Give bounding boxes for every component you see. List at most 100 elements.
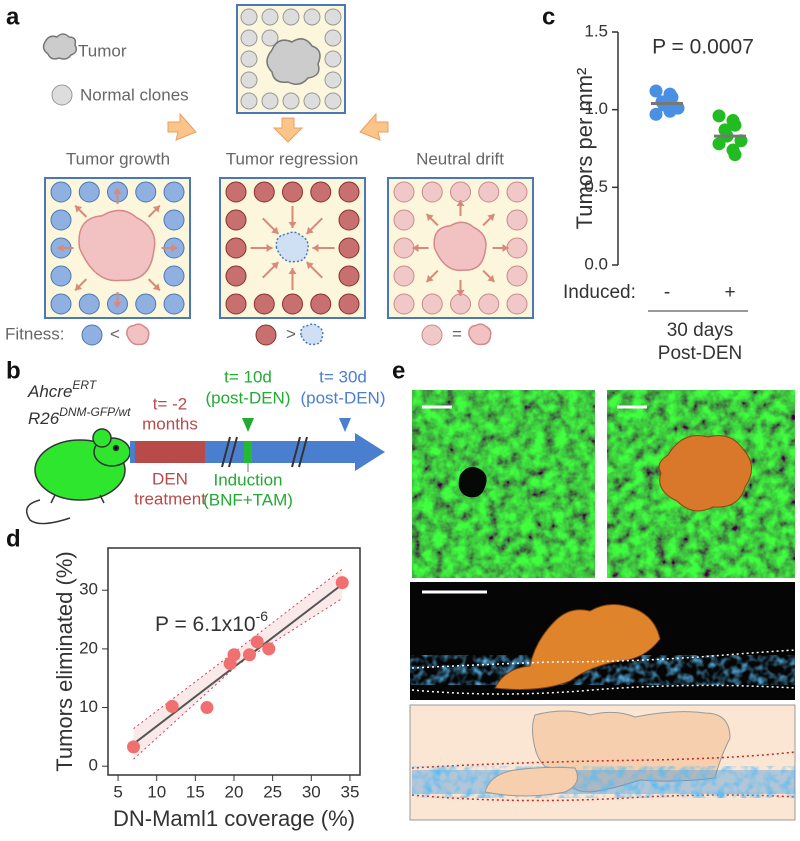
mouse bbox=[25, 428, 131, 525]
x-axis-label: 30 days bbox=[667, 320, 734, 341]
time-note: (post-DEN) bbox=[205, 388, 290, 407]
y-tick-label: 1.0 bbox=[584, 99, 608, 118]
clone bbox=[338, 181, 360, 203]
clone bbox=[225, 237, 247, 259]
annotation: P = 6.1x10-6 bbox=[155, 608, 268, 636]
clone bbox=[450, 181, 471, 203]
y-tick-label: 0 bbox=[89, 756, 98, 775]
point bbox=[712, 137, 726, 151]
scenario-title: Tumor growth bbox=[66, 149, 170, 168]
clone-icon bbox=[51, 84, 73, 106]
point bbox=[165, 699, 179, 713]
clone bbox=[240, 71, 258, 89]
arrow-head bbox=[171, 244, 178, 252]
point bbox=[712, 109, 726, 123]
arrow-head bbox=[456, 290, 465, 296]
y-tick-label: 0.0 bbox=[584, 254, 608, 273]
clone bbox=[135, 293, 157, 315]
y-tick-label: 0.5 bbox=[584, 177, 608, 196]
clone bbox=[421, 293, 443, 315]
point bbox=[227, 648, 241, 662]
gene: R26 bbox=[28, 409, 60, 428]
clone bbox=[50, 265, 72, 287]
x-tick-label: 5 bbox=[113, 782, 122, 801]
arrow-head bbox=[312, 244, 319, 252]
panel-a: Tumor Normal clones Tumor growth Tumor r… bbox=[5, 4, 534, 346]
x-tick-label: - bbox=[664, 282, 670, 303]
clone bbox=[324, 71, 342, 89]
tumor-base bbox=[484, 766, 578, 797]
clone bbox=[310, 293, 332, 315]
induction-mark bbox=[244, 441, 252, 463]
epithelium bbox=[412, 766, 795, 798]
arrow-head bbox=[288, 222, 297, 228]
step-label: Induction bbox=[214, 470, 283, 489]
tumor bbox=[266, 38, 321, 85]
clone bbox=[303, 92, 321, 110]
y-axis-label: Tumors eliminated (%) bbox=[52, 551, 77, 771]
clone bbox=[506, 181, 528, 203]
point bbox=[728, 118, 742, 132]
x-axis-label: Induced: bbox=[563, 282, 636, 303]
clone bbox=[225, 181, 247, 203]
clone bbox=[393, 181, 415, 203]
time: t= 10d bbox=[224, 367, 272, 386]
tumor bbox=[126, 323, 150, 346]
clone bbox=[450, 293, 471, 315]
point bbox=[649, 107, 663, 121]
annotation-text: P = 6.1x10 bbox=[155, 613, 256, 636]
arrow-head bbox=[487, 274, 495, 282]
clone bbox=[506, 293, 528, 315]
clone bbox=[338, 237, 360, 259]
arrows bbox=[167, 112, 389, 143]
clone-icon bbox=[255, 324, 277, 346]
step-label: (BNF+TAM) bbox=[203, 490, 293, 509]
arrow-head bbox=[113, 302, 122, 308]
x-tick-label: 20 bbox=[225, 782, 244, 801]
arrow-head bbox=[271, 226, 279, 234]
clone bbox=[253, 293, 275, 315]
step-label: DEN bbox=[152, 469, 188, 488]
fitness-label: Fitness: bbox=[5, 324, 65, 343]
time-note: (post-DEN) bbox=[300, 388, 385, 407]
x-tick-label: 10 bbox=[147, 782, 166, 801]
panel-label: c bbox=[542, 3, 555, 30]
endpoint-pointer bbox=[339, 418, 351, 432]
point bbox=[127, 740, 141, 754]
clone bbox=[421, 181, 443, 203]
clone bbox=[282, 181, 303, 203]
tumor bbox=[78, 209, 156, 282]
clone bbox=[506, 209, 528, 231]
arrow-head bbox=[75, 283, 83, 291]
clone bbox=[261, 8, 279, 26]
tumor bbox=[433, 221, 487, 272]
clone bbox=[163, 181, 185, 203]
clone bbox=[310, 181, 332, 203]
arrow-head bbox=[412, 244, 419, 252]
clone bbox=[303, 8, 321, 26]
clone bbox=[324, 50, 342, 68]
point bbox=[242, 648, 256, 662]
tumor-void bbox=[458, 467, 487, 498]
panel-c: 0.0 0.5 1.0 1.5 Tumors per mm² P = 0.0007 Indu… bbox=[563, 21, 754, 364]
legend-label: Tumor bbox=[78, 41, 127, 60]
arrow-head bbox=[152, 283, 160, 291]
arrow-head bbox=[288, 268, 297, 274]
gene: Ahcre bbox=[27, 382, 72, 401]
panel-label: d bbox=[6, 525, 21, 552]
clone bbox=[393, 209, 415, 231]
point bbox=[335, 576, 349, 590]
tumor bbox=[275, 231, 309, 263]
clone bbox=[282, 92, 300, 110]
genotype: AhcreERT bbox=[27, 378, 98, 401]
panel-label: e bbox=[392, 357, 405, 384]
y-tick-label: 1.5 bbox=[584, 21, 608, 40]
arrow-head bbox=[426, 274, 434, 282]
annotation-exponent: -6 bbox=[256, 608, 269, 624]
x-tick-label: 35 bbox=[340, 782, 359, 801]
genotype: R26DNM-GFP/wt bbox=[28, 405, 131, 428]
axis-break bbox=[221, 436, 308, 468]
allele: DNM-GFP/wt bbox=[59, 405, 131, 419]
point bbox=[250, 635, 264, 649]
